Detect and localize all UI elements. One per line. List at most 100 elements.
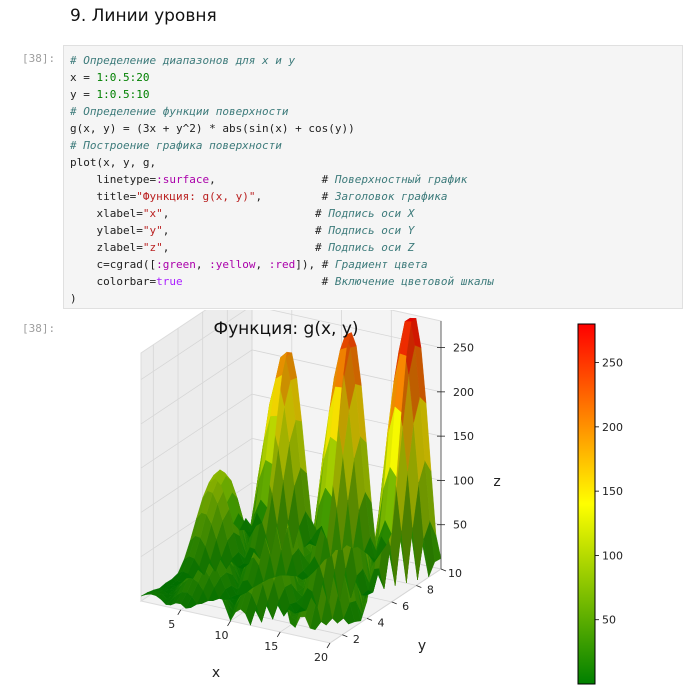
code-token: Заголовок графика [334, 190, 448, 203]
code-line: xlabel="x", # Подпись оси X [70, 205, 682, 222]
chart-title: Функция: g(x, y) [213, 319, 358, 339]
code-token: y = [70, 88, 97, 101]
colorbar-tick-label: 50 [602, 614, 616, 627]
code-token: ylabel= [70, 224, 143, 237]
code-line: # Определение диапазонов для x и y [70, 52, 682, 69]
code-token: Градиент цвета [334, 258, 428, 271]
x-tick [276, 631, 281, 638]
code-token: ) [70, 292, 77, 305]
colorbar-tick-label: 100 [602, 549, 623, 562]
input-prompt: [38]: [22, 52, 56, 65]
code-token: x = [70, 71, 97, 84]
code-token: colorbar= [70, 275, 157, 288]
colorbar-tick-label: 250 [602, 357, 623, 370]
y-tick-label: 6 [402, 600, 409, 613]
code-token: :green [156, 258, 196, 271]
code-line: y = 1:0.5:10 [70, 86, 682, 103]
z-tick-label: 250 [453, 342, 474, 355]
x-tick [177, 609, 182, 616]
code-token: # Определение диапазонов для x и y [70, 54, 296, 67]
z-tick-label: 200 [453, 386, 474, 399]
code-cell[interactable]: # Определение диапазонов для x и y x = 1:… [63, 45, 683, 309]
plot-output: 5 10 15 20 2 4 6 8 10 50 100 150 200 250 Функция: g(x… [0, 278, 687, 692]
code-line: ylabel="y", # Подпись оси Y [70, 222, 682, 239]
colorbar-tick-label: 150 [602, 485, 623, 498]
code-line: plot(x, y, g, [70, 154, 682, 171]
y-tick [342, 634, 348, 638]
z-axis-label: z [493, 474, 500, 490]
code-token: true [156, 275, 183, 288]
y-tick-label: 10 [448, 567, 462, 580]
code-line: ) [70, 290, 682, 307]
code-token: "x" [142, 207, 163, 220]
code-token: :red [268, 258, 296, 271]
code-token: # Построение графика поверхности [70, 139, 282, 152]
x-tick [326, 642, 331, 649]
code-token: Подпись оси Z [328, 241, 415, 254]
colorbar-ticks: 50 100 150 200 250 [595, 357, 623, 627]
code-token: 1:0.5:20 [96, 71, 150, 84]
code-token: , # [162, 224, 329, 237]
code-token: # [182, 275, 335, 288]
surface-plot: 5 10 15 20 2 4 6 8 10 50 100 150 200 250 Функция: g(x… [139, 278, 623, 685]
surface-mesh [140, 317, 442, 631]
surface-facet [245, 513, 258, 533]
code-token: ]), # [295, 258, 335, 271]
code-line: colorbar=true # Включение цветовой шкалы [70, 273, 682, 290]
code-token: linetype= [70, 173, 157, 186]
y-tick [440, 568, 447, 572]
code-token: :yellow [209, 258, 256, 271]
code-token: xlabel= [70, 207, 143, 220]
y-axis-label: y [418, 638, 426, 654]
output-prompt: [38]: [22, 322, 56, 335]
x-tick-label: 20 [314, 651, 328, 664]
z-tick-label: 150 [453, 430, 474, 443]
x-tick-label: 10 [215, 629, 229, 642]
colorbar-tick-label: 200 [602, 421, 623, 434]
x-tick-label: 15 [264, 640, 278, 653]
code-token: , [195, 258, 210, 271]
code-token: , # [209, 173, 335, 186]
code-token: , # [162, 241, 329, 254]
x-tick [227, 620, 231, 627]
code-token: Подпись оси Y [328, 224, 415, 237]
y-tick-label: 4 [378, 616, 385, 629]
code-token: "Функция: g(x, y)" [136, 190, 256, 203]
code-line: linetype=:surface, # Поверхностный графи… [70, 171, 682, 188]
plot-axes: 5 10 15 20 2 4 6 8 10 50 100 150 200 250 [168, 321, 474, 664]
code-line: zlabel="z", # Подпись оси Z [70, 239, 682, 256]
code-token: plot(x, y, g, [70, 156, 157, 169]
code-line: # Определение функции поверхности [70, 103, 682, 120]
code-token: Подпись оси X [328, 207, 415, 220]
code-token: , # [162, 207, 329, 220]
x-tick-label: 5 [168, 618, 175, 631]
code-token: "z" [142, 241, 163, 254]
section-heading: 9. Линии уровня [70, 6, 217, 26]
code-token: "y" [142, 224, 163, 237]
code-line: # Построение графика поверхности [70, 137, 682, 154]
code-line: g(x, y) = (3x + y^2) * abs(sin(x) + cos(… [70, 120, 682, 137]
code-token: :surface [156, 173, 210, 186]
code-line: title="Функция: g(x, y)", # Заголовок гр… [70, 188, 682, 205]
x-axis-label: x [212, 665, 220, 681]
y-tick [416, 585, 422, 588]
y-tick [366, 617, 373, 621]
code-token: Включение цветовой шкалы [334, 275, 494, 288]
z-tick-label: 100 [453, 474, 474, 487]
code-token: , [255, 258, 269, 271]
y-tick-label: 8 [427, 583, 434, 596]
code-token: g(x, y) = (3x + y^2) * abs(sin(x) + cos(… [70, 122, 355, 135]
code-token: Поверхностный график [334, 173, 468, 186]
colorbar [577, 323, 596, 685]
y-tick-label: 2 [353, 633, 360, 646]
code-line: c=cgrad([:green, :yellow, :red]), # Град… [70, 256, 682, 273]
code-token: title= [70, 190, 137, 203]
code-token: # Определение функции поверхности [70, 105, 289, 118]
code-token: c=cgrad([ [70, 258, 157, 271]
code-token: , # [255, 190, 335, 203]
code-line: x = 1:0.5:20 [70, 69, 682, 86]
y-tick [391, 601, 397, 605]
code-token: 1:0.5:10 [96, 88, 150, 101]
code-token: zlabel= [70, 241, 143, 254]
z-tick-label: 50 [453, 519, 467, 532]
